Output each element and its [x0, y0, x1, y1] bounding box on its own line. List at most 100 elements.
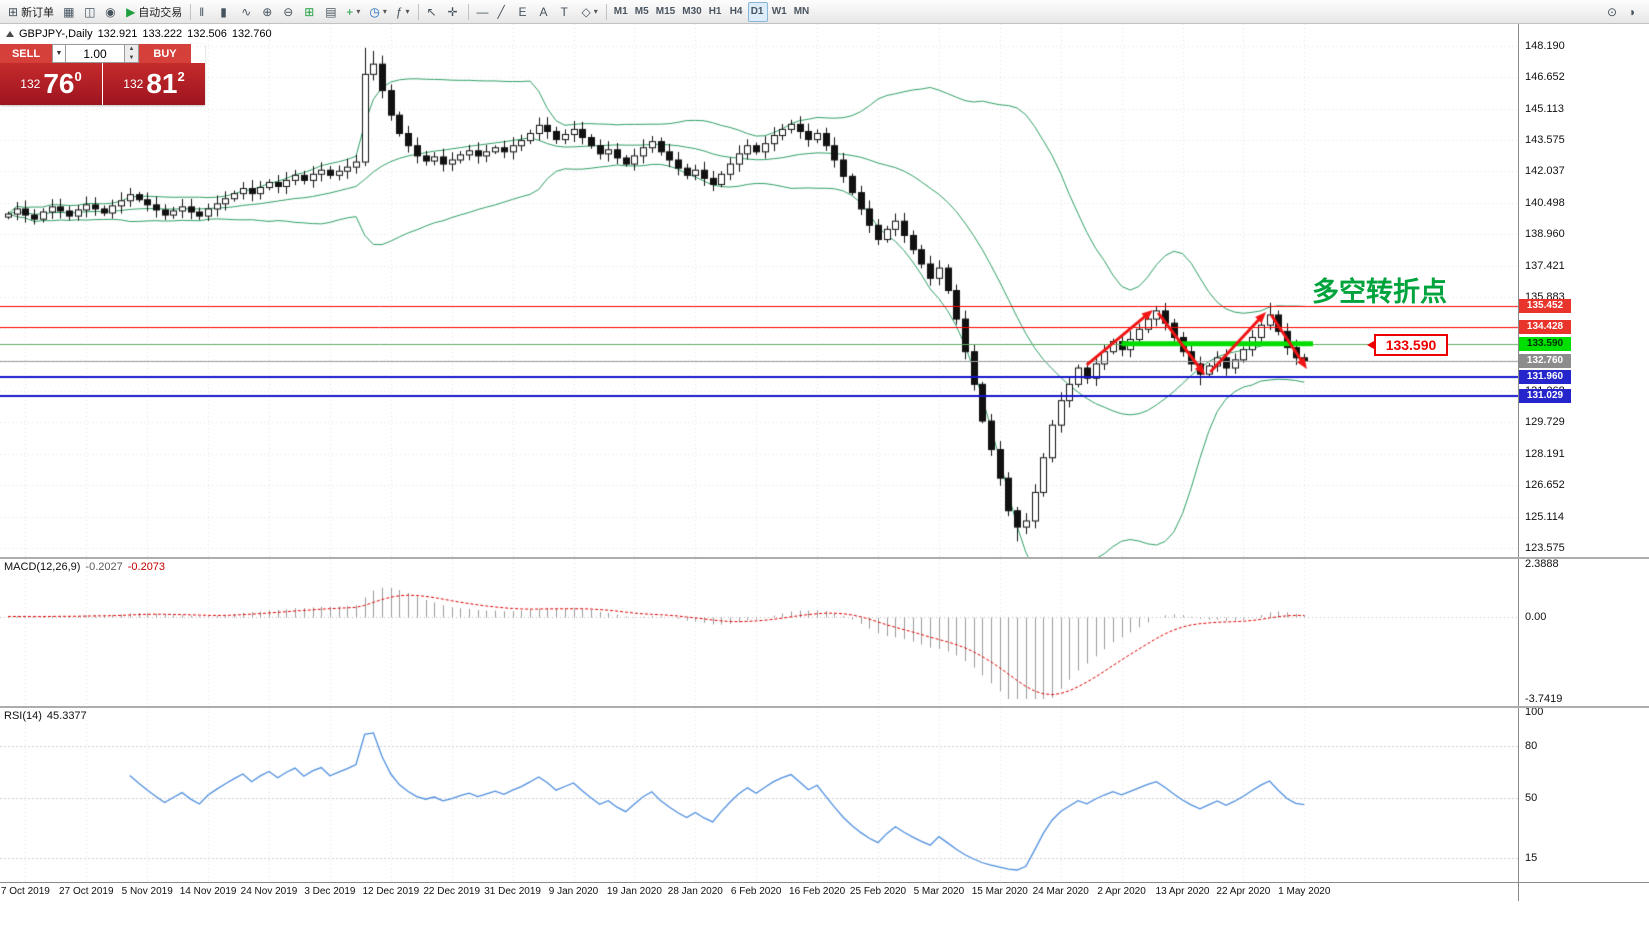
- volume-dropdown-button[interactable]: ▼: [52, 44, 66, 63]
- tf-h1-label: H1: [708, 6, 722, 17]
- caret-down-icon: ▾: [356, 7, 361, 16]
- price-scale-label: 142.037: [1525, 165, 1565, 178]
- turning-point-annotation[interactable]: 多空转折点: [1312, 277, 1447, 307]
- zoom-out-button[interactable]: ⊖: [279, 2, 299, 22]
- rsi-canvas[interactable]: [0, 708, 1518, 882]
- periods-dropdown-button[interactable]: ◷ ▾: [365, 2, 391, 22]
- one-click-trade-panel: SELL ▼ ▲ ▼ BUY 132 76 0 132 81 2: [0, 44, 205, 105]
- tf-m30-button[interactable]: M30: [679, 2, 704, 22]
- tf-d1-label: D1: [750, 6, 764, 17]
- buy-price-button[interactable]: 132 81 2: [103, 63, 205, 105]
- macd-scale-label: 0.00: [1525, 610, 1547, 623]
- volume-down-button[interactable]: ▼: [125, 53, 138, 62]
- channel-tool-button[interactable]: E: [515, 2, 535, 22]
- toolbar-right-items: ⊙ ◗: [1603, 2, 1645, 22]
- zoom-in-button[interactable]: ⊕: [258, 2, 278, 22]
- tf-h4-button[interactable]: H4: [727, 2, 747, 22]
- panel-divider[interactable]: [0, 706, 1649, 708]
- market-watch-icon: ◫: [84, 4, 96, 19]
- volume-stepper: ▲ ▼: [125, 44, 139, 63]
- new-order-button[interactable]: ⊞ 新订单: [4, 2, 58, 22]
- new-chart-button[interactable]: + ▾: [342, 2, 364, 22]
- indicators-button[interactable]: ƒ ▾: [392, 2, 414, 22]
- price-level-tag: 133.590: [1519, 336, 1571, 351]
- bar-chart-type-icon: ‖: [199, 4, 205, 19]
- tf-mn-button[interactable]: MN: [791, 2, 813, 22]
- text-label-tool-button[interactable]: T: [557, 2, 577, 22]
- chart-low-value: 132.506: [187, 28, 227, 40]
- strategy-tester-button[interactable]: ◉: [101, 2, 121, 22]
- price-scale-label: 138.960: [1525, 228, 1565, 241]
- search-button[interactable]: ⊙: [1603, 2, 1623, 22]
- crosshair-button[interactable]: ✛: [444, 2, 464, 22]
- tf-m5-label: M5: [634, 6, 649, 17]
- autotrading-button[interactable]: ▶ 自动交易: [122, 2, 186, 22]
- time-axis[interactable]: 7 Oct 2019 27 Oct 2019 5 Nov 2019 14 Nov 20…: [0, 883, 1518, 901]
- caret-down-icon: ▾: [382, 7, 387, 16]
- toolbar-separator: [605, 3, 607, 20]
- price-scale[interactable]: 148.190 146.652 145.113 143.575 142.037 140.4…: [1518, 24, 1649, 901]
- search-icon: ⊙: [1607, 4, 1618, 19]
- tile-windows-button[interactable]: ▤: [321, 2, 341, 22]
- toolbar-separator: [190, 3, 192, 20]
- price-scale-label: 128.191: [1525, 447, 1565, 460]
- hline-tool-button[interactable]: ―: [473, 2, 493, 22]
- market-watch-button[interactable]: ◫: [80, 2, 100, 22]
- tf-m15-button[interactable]: M15: [653, 2, 678, 22]
- date-axis-label: 16 Feb 2020: [789, 886, 846, 897]
- tf-d1-button[interactable]: D1: [747, 1, 768, 22]
- notifications-button[interactable]: ◗: [1625, 2, 1645, 22]
- candlestick-type-button[interactable]: ▮: [216, 2, 236, 22]
- tf-h1-button[interactable]: H1: [706, 2, 726, 22]
- panel-collapse-arrow-icon[interactable]: [6, 31, 14, 37]
- tf-m5-button[interactable]: M5: [632, 2, 652, 22]
- trendline-tool-icon: ╱: [497, 4, 505, 19]
- sell-price-point: 0: [74, 69, 82, 84]
- rsi-scale-label: 80: [1525, 740, 1538, 753]
- text-tool-button[interactable]: A: [536, 2, 556, 22]
- panel-divider[interactable]: [0, 557, 1649, 559]
- volume-up-button[interactable]: ▲: [125, 45, 138, 54]
- price-chart-canvas[interactable]: [0, 24, 1518, 557]
- rsi-header: RSI(14) 45.3377: [4, 710, 87, 722]
- toolbar-separator: [417, 3, 419, 20]
- grid-toggle-button[interactable]: ⊞: [300, 2, 320, 22]
- notifications-icon: ◗: [1629, 4, 1637, 19]
- buy-button[interactable]: BUY: [139, 44, 191, 63]
- tf-mn-label: MN: [793, 6, 810, 17]
- buy-price-point: 2: [177, 69, 185, 84]
- tf-m1-button[interactable]: M1: [611, 2, 631, 22]
- price-callout-label[interactable]: 133.590: [1367, 334, 1448, 356]
- zoom-in-icon: ⊕: [262, 4, 273, 19]
- macd-header: MACD(12,26,9) -0.2027 -0.2073: [4, 561, 165, 573]
- date-axis-label: 22 Dec 2019: [423, 886, 481, 897]
- charts-grid-button[interactable]: ▦: [59, 2, 79, 22]
- toolbar-separator: [467, 3, 469, 20]
- chart-open-value: 132.921: [97, 28, 138, 40]
- date-axis-label: 5 Mar 2020: [913, 886, 965, 897]
- line-chart-type-button[interactable]: ∿: [237, 2, 257, 22]
- price-level-tag: 134.428: [1519, 319, 1571, 334]
- date-axis-label: 3 Dec 2019: [304, 886, 356, 897]
- tf-m30-label: M30: [682, 6, 702, 17]
- grid-toggle-icon: ⊞: [304, 4, 315, 19]
- crosshair-icon: ✛: [447, 4, 458, 19]
- rsi-scale-label: 100: [1525, 706, 1544, 718]
- volume-input[interactable]: [66, 44, 125, 63]
- price-scale-label: 137.421: [1525, 259, 1565, 272]
- tf-w1-button[interactable]: W1: [769, 2, 790, 22]
- trendline-tool-button[interactable]: ╱: [494, 2, 514, 22]
- date-axis-label: 5 Nov 2019: [121, 886, 173, 897]
- cursor-button[interactable]: ↖: [423, 2, 443, 22]
- rsi-scale-label: 50: [1525, 792, 1538, 804]
- chart-close-value: 132.760: [231, 28, 272, 40]
- macd-canvas[interactable]: [0, 559, 1518, 706]
- toolbar: ⊞ 新订单 ▦ ◫ ◉ ▶ 自动交易 ‖ ▮ ∿ ⊕ ⊖ ⊞ ▤ + ▾ ◷ ▾ ƒ ▾ ↖ ✛ ― ╱ E A T ◇ ▾ M1 M5 M1…: [0, 0, 1649, 24]
- indicators-icon: ƒ: [395, 4, 403, 19]
- sell-button[interactable]: SELL: [0, 44, 52, 63]
- bar-chart-type-button[interactable]: ‖: [195, 2, 215, 22]
- shapes-tool-button[interactable]: ◇ ▾: [578, 2, 602, 22]
- macd-main-value: -0.2027: [85, 561, 123, 573]
- sell-price-button[interactable]: 132 76 0: [0, 63, 102, 105]
